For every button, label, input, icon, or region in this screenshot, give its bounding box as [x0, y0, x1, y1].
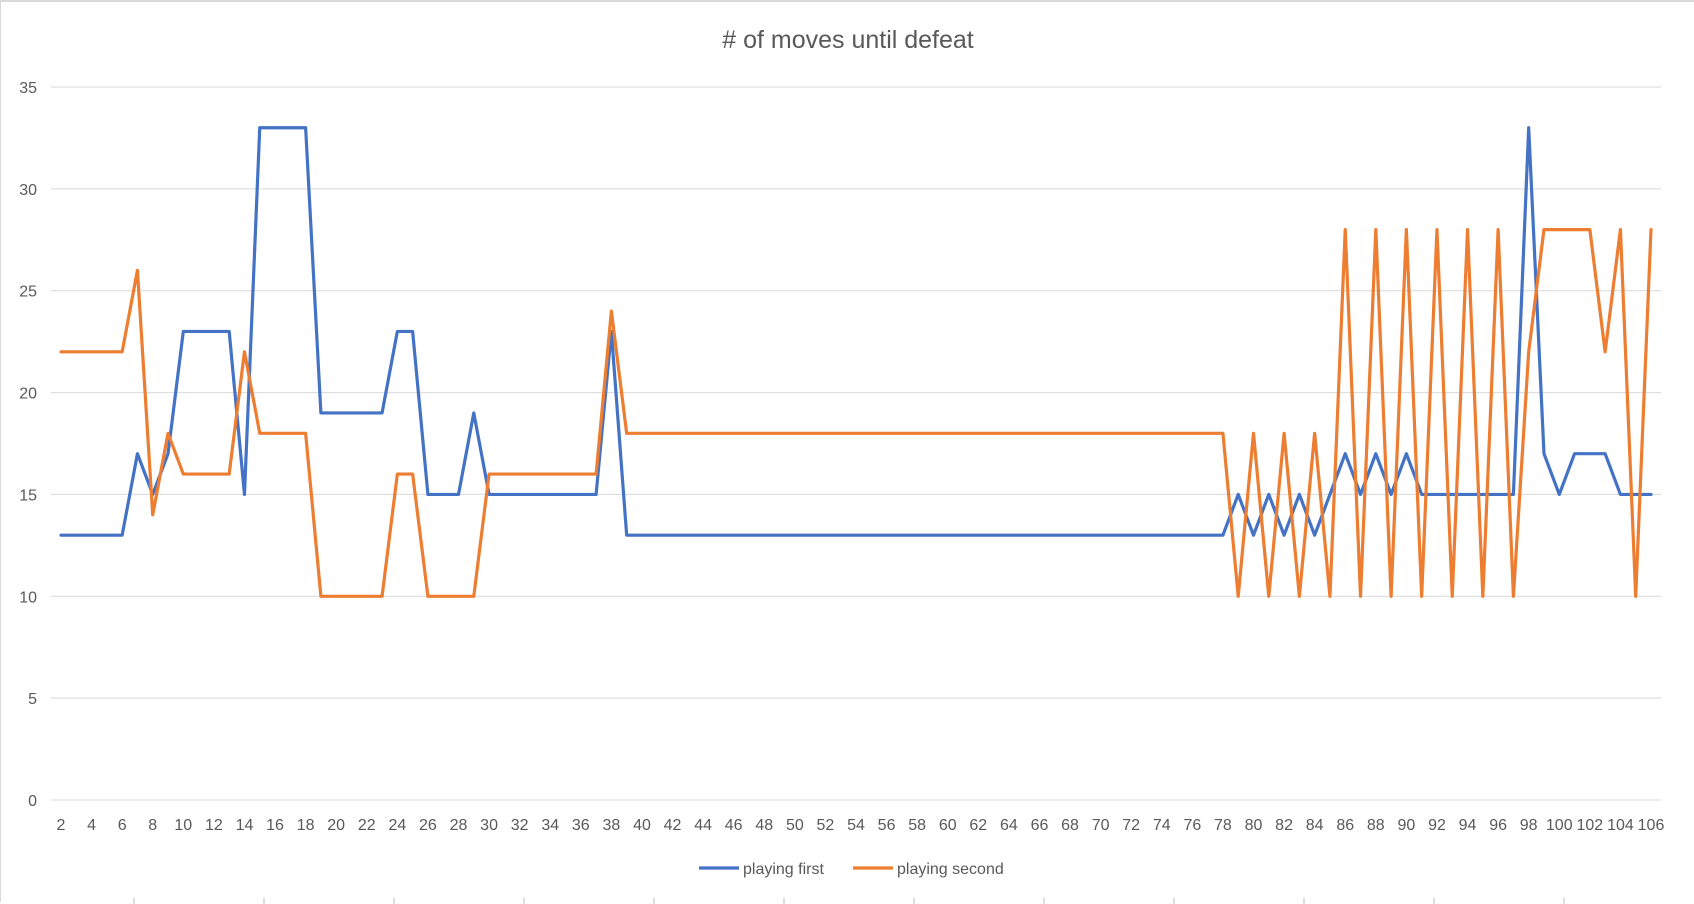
legend: playing first playing second	[699, 861, 1004, 878]
x-tick-label: 84	[1306, 817, 1324, 834]
x-tick-label: 76	[1183, 817, 1201, 834]
x-tick-label: 28	[450, 817, 468, 834]
x-tick-label: 54	[847, 817, 865, 834]
chart-title: # of moves until defeat	[722, 26, 974, 54]
series-line-playing-second	[59, 228, 1653, 598]
x-tick-label: 62	[969, 817, 987, 834]
y-tick-label: 15	[19, 487, 37, 504]
x-tick-label: 2	[57, 817, 66, 834]
x-tick-label: 50	[786, 817, 804, 834]
x-tick-label: 100	[1546, 817, 1573, 834]
x-tick-label: 88	[1367, 817, 1385, 834]
series-lines	[59, 126, 1653, 598]
x-tick-label: 60	[939, 817, 957, 834]
legend-label: playing second	[897, 861, 1004, 878]
y-tick-label: 20	[19, 386, 37, 403]
x-tick-label: 72	[1122, 817, 1140, 834]
x-tick-label: 14	[236, 817, 254, 834]
x-tick-label: 8	[148, 817, 157, 834]
x-tick-label: 98	[1520, 817, 1538, 834]
x-tick-label: 18	[297, 817, 315, 834]
x-axis-labels: 2 4 6 8 10 12 14 16 18 20 22 24 26 28 30 32 34 36 38 40 42 44…	[57, 817, 1665, 834]
x-tick-label: 74	[1153, 817, 1171, 834]
x-tick-label: 6	[118, 817, 127, 834]
x-tick-label: 64	[1000, 817, 1018, 834]
x-tick-label: 56	[878, 817, 896, 834]
x-tick-label: 46	[725, 817, 743, 834]
x-tick-label: 30	[480, 817, 498, 834]
x-tick-label: 10	[174, 817, 192, 834]
x-tick-label: 4	[87, 817, 96, 834]
bottom-edge-ticks	[133, 898, 1565, 904]
x-tick-label: 12	[205, 817, 223, 834]
x-tick-label: 40	[633, 817, 651, 834]
x-tick-label: 86	[1336, 817, 1354, 834]
x-tick-label: 58	[908, 817, 926, 834]
x-tick-label: 94	[1459, 817, 1477, 834]
x-tick-label: 44	[694, 817, 712, 834]
x-tick-label: 80	[1245, 817, 1263, 834]
x-tick-label: 82	[1275, 817, 1293, 834]
x-tick-label: 20	[327, 817, 345, 834]
x-tick-label: 70	[1092, 817, 1110, 834]
x-tick-label: 104	[1607, 817, 1634, 834]
y-axis-labels: 0 5 10 15 20 25 30 35	[19, 80, 37, 810]
x-tick-label: 16	[266, 817, 284, 834]
y-tick-label: 10	[19, 589, 37, 606]
x-tick-label: 24	[388, 817, 406, 834]
legend-label: playing first	[743, 861, 824, 878]
x-tick-label: 66	[1031, 817, 1049, 834]
y-tick-label: 30	[19, 182, 37, 199]
x-tick-label: 32	[511, 817, 529, 834]
x-tick-label: 102	[1576, 817, 1603, 834]
y-tick-label: 25	[19, 284, 37, 301]
x-tick-label: 78	[1214, 817, 1232, 834]
x-tick-label: 92	[1428, 817, 1446, 834]
x-tick-label: 36	[572, 817, 590, 834]
x-tick-label: 68	[1061, 817, 1079, 834]
x-tick-label: 106	[1638, 817, 1665, 834]
x-tick-label: 22	[358, 817, 376, 834]
x-tick-label: 38	[602, 817, 620, 834]
gridlines	[51, 86, 1661, 801]
y-tick-label: 0	[28, 793, 37, 810]
x-tick-label: 26	[419, 817, 437, 834]
x-tick-label: 96	[1489, 817, 1507, 834]
x-tick-label: 48	[755, 817, 773, 834]
y-tick-label: 35	[19, 80, 37, 97]
x-tick-label: 90	[1397, 817, 1415, 834]
x-tick-label: 52	[817, 817, 835, 834]
x-tick-label: 34	[541, 817, 559, 834]
x-tick-label: 42	[664, 817, 682, 834]
y-tick-label: 5	[28, 691, 37, 708]
